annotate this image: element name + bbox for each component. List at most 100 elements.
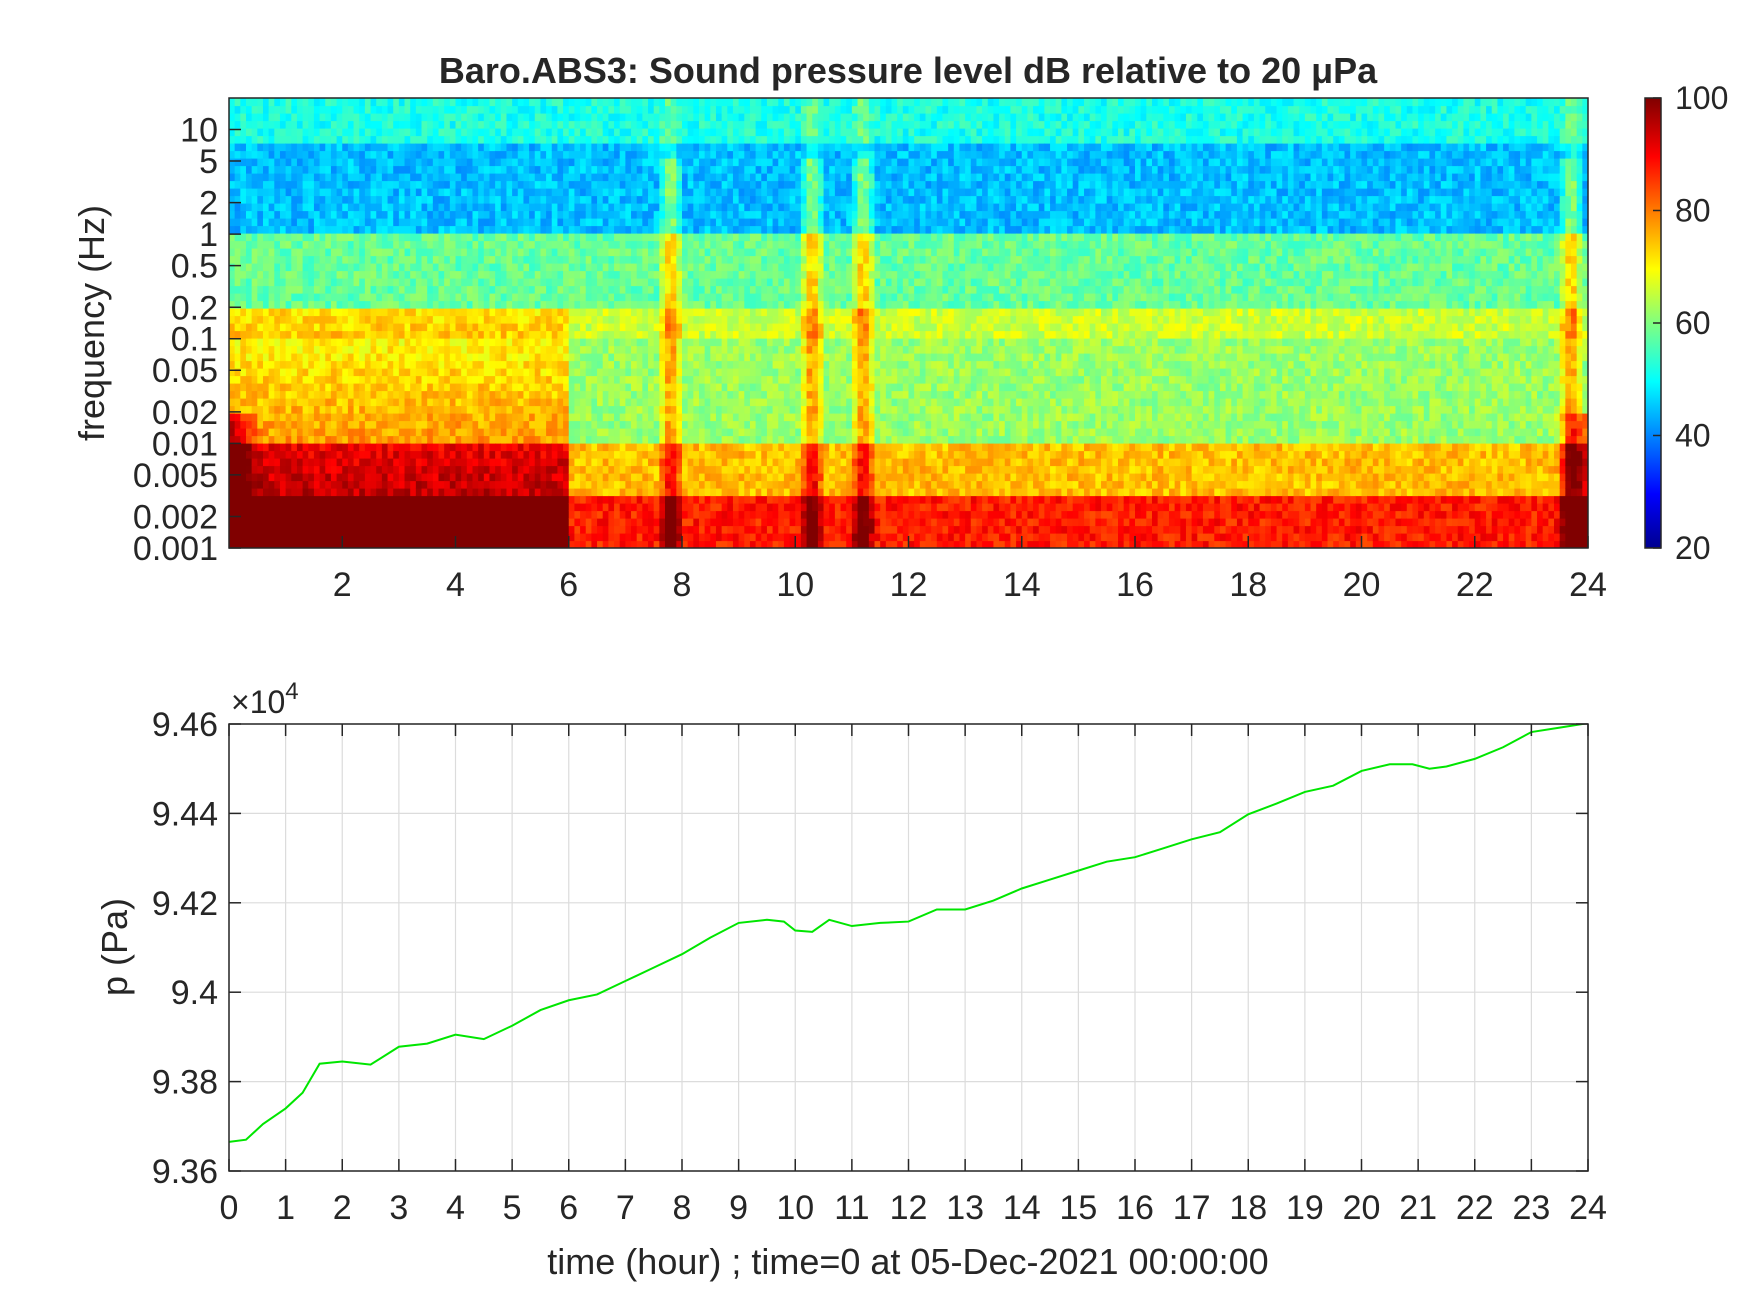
heatmap-cell — [540, 398, 547, 407]
heatmap-cell — [500, 188, 508, 197]
heatmap-cell — [597, 488, 604, 497]
heatmap-cell — [551, 458, 559, 467]
heatmap-cell — [240, 165, 247, 174]
heatmap-cell — [398, 300, 406, 309]
heatmap-cell — [642, 330, 649, 339]
heatmap-cell — [359, 143, 366, 152]
heatmap-cell — [466, 353, 474, 362]
heatmap-cell — [551, 248, 559, 257]
heatmap-cell — [461, 405, 468, 414]
heatmap-cell — [466, 165, 474, 174]
heatmap-cell — [381, 173, 389, 182]
heatmap-cell — [251, 98, 258, 107]
heatmap-cell — [659, 218, 666, 227]
heatmap-cell — [483, 113, 491, 122]
heatmap-cell — [506, 428, 513, 437]
heatmap-cell — [557, 458, 564, 467]
heatmap-cell — [330, 345, 338, 354]
heatmap-cell — [319, 353, 326, 362]
heatmap-cell — [682, 180, 689, 189]
heatmap-cell — [534, 255, 542, 264]
heatmap-cell — [387, 195, 394, 204]
heatmap-cell — [676, 443, 683, 452]
heatmap-cell — [540, 173, 547, 182]
heatmap-cell — [619, 195, 626, 204]
heatmap-cell — [279, 518, 287, 527]
heatmap-cell — [353, 188, 360, 197]
heatmap-cell — [580, 330, 587, 339]
heatmap-cell — [653, 173, 660, 182]
heatmap-cell — [648, 180, 655, 189]
heatmap-cell — [557, 263, 564, 272]
heatmap-cell — [421, 165, 428, 174]
heatmap-cell — [296, 383, 304, 392]
heatmap-cell — [330, 330, 338, 339]
heatmap-cell — [240, 368, 247, 377]
heatmap-cell — [274, 173, 281, 182]
heatmap-cell — [285, 188, 292, 197]
heatmap-cell — [580, 113, 587, 122]
heatmap-cell — [512, 120, 519, 129]
heatmap-cell — [665, 135, 672, 144]
heatmap-cell — [364, 338, 372, 347]
heatmap-cell — [631, 345, 638, 354]
heatmap-cell — [568, 458, 576, 467]
heatmap-cell — [336, 165, 343, 174]
heatmap-cell — [257, 338, 264, 347]
heatmap-cell — [353, 330, 360, 339]
heatmap-cell — [546, 450, 553, 459]
heatmap-cell — [229, 428, 236, 437]
heatmap-cell — [353, 368, 360, 377]
heatmap-cell — [370, 203, 377, 212]
heatmap-cell — [364, 383, 372, 392]
heatmap-cell — [608, 323, 615, 332]
heatmap-cell — [619, 105, 626, 114]
heatmap-cell — [342, 428, 349, 437]
heatmap-cell — [291, 120, 298, 129]
heatmap-cell — [557, 480, 564, 489]
heatmap-cell — [268, 210, 275, 219]
heatmap-cell — [608, 218, 615, 227]
heatmap-cell — [359, 285, 366, 294]
heatmap-cell — [319, 338, 326, 347]
heatmap-cell — [665, 488, 672, 497]
heatmap-cell — [557, 330, 564, 339]
heatmap-cell — [478, 345, 485, 354]
heatmap-cell — [240, 390, 247, 399]
heatmap-cell — [631, 353, 638, 362]
heatmap-cell — [568, 255, 576, 264]
heatmap-cell — [421, 360, 428, 369]
heatmap-cell — [291, 323, 298, 332]
heatmap-cell — [557, 443, 564, 452]
heatmap-cell — [659, 383, 666, 392]
heatmap-cell — [370, 443, 377, 452]
heatmap-cell — [455, 278, 462, 287]
heatmap-cell — [393, 173, 400, 182]
heatmap-cell — [580, 458, 587, 467]
heatmap-cell — [393, 420, 400, 429]
heatmap-cell — [444, 240, 451, 249]
heatmap-cell — [302, 518, 309, 527]
heatmap-cell — [251, 390, 258, 399]
heatmap-cell — [376, 488, 383, 497]
heatmap-cell — [682, 488, 689, 497]
heatmap-cell — [296, 285, 304, 294]
heatmap-cell — [393, 323, 400, 332]
heatmap-cell — [506, 300, 513, 309]
heatmap-cell — [557, 503, 564, 512]
heatmap-cell — [404, 270, 411, 279]
heatmap-cell — [257, 435, 264, 444]
heatmap-cell — [438, 368, 445, 377]
heatmap-cell — [313, 308, 321, 317]
heatmap-cell — [653, 210, 660, 219]
heatmap-cell — [353, 135, 360, 144]
heatmap-cell — [619, 150, 626, 159]
heatmap-cell — [659, 233, 666, 242]
heatmap-cell — [478, 390, 485, 399]
heatmap-cell — [229, 278, 236, 287]
heatmap-cell — [257, 240, 264, 249]
heatmap-cell — [245, 323, 253, 332]
heatmap-cell — [330, 308, 338, 317]
heatmap-cell — [489, 158, 496, 167]
heatmap-cell — [398, 293, 406, 302]
